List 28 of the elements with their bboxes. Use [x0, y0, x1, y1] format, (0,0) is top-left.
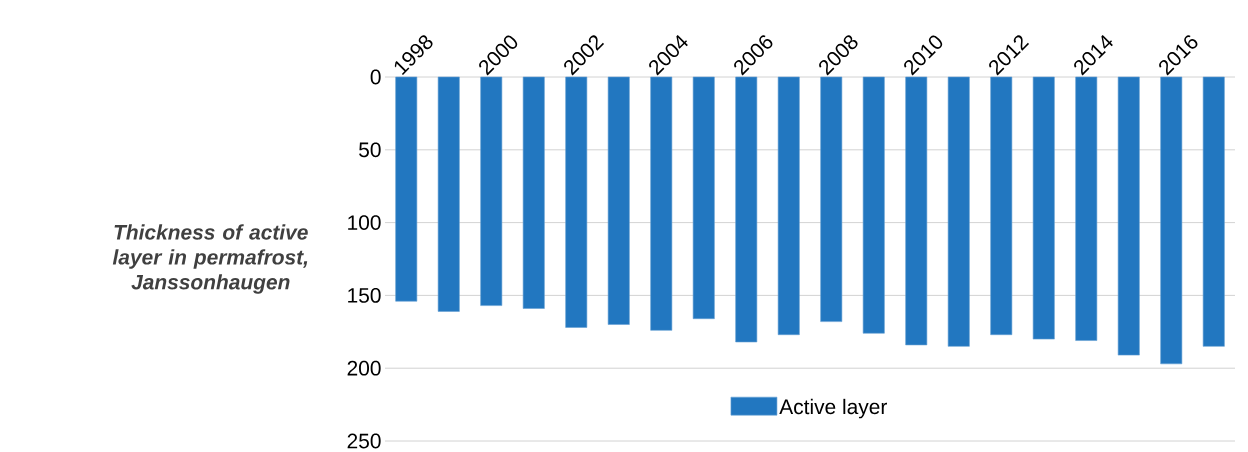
bar	[395, 76, 418, 302]
y-tick-label: 50	[359, 142, 381, 158]
bar	[650, 76, 673, 331]
y-tick-label: 200	[347, 360, 381, 376]
bar	[692, 76, 715, 319]
bar	[1075, 76, 1098, 341]
bar	[947, 76, 970, 347]
bar	[777, 76, 800, 336]
y-axis-title: Thickness of active layer in permafrost, Janssonhaugen	[112, 224, 308, 294]
bar	[735, 76, 758, 343]
bar	[522, 76, 545, 309]
bar	[905, 76, 928, 346]
y-tick-label: 0	[370, 69, 381, 85]
bar	[607, 76, 630, 325]
bar	[1032, 76, 1055, 340]
bar	[990, 76, 1013, 336]
bar	[1117, 76, 1140, 356]
bar	[565, 76, 588, 328]
y-tick-label: 150	[348, 288, 381, 303]
bar	[437, 76, 460, 312]
bar	[1160, 76, 1183, 365]
bar	[820, 76, 843, 322]
y-tick-label: 100	[348, 215, 381, 231]
bar	[1202, 76, 1225, 347]
legend-label: Active layer	[779, 398, 887, 419]
bar	[480, 76, 503, 306]
bar	[862, 76, 885, 334]
y-tick-label: 250	[347, 433, 381, 449]
